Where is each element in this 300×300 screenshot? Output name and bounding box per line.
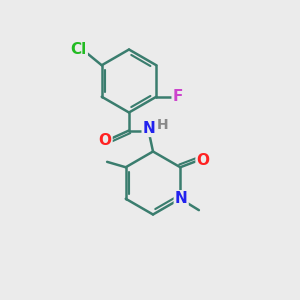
Text: H: H [157, 118, 169, 132]
Text: O: O [98, 133, 112, 148]
Text: O: O [196, 153, 210, 168]
Text: F: F [173, 89, 183, 104]
Text: N: N [175, 191, 188, 206]
Text: Cl: Cl [70, 42, 87, 57]
Text: N: N [143, 121, 155, 136]
